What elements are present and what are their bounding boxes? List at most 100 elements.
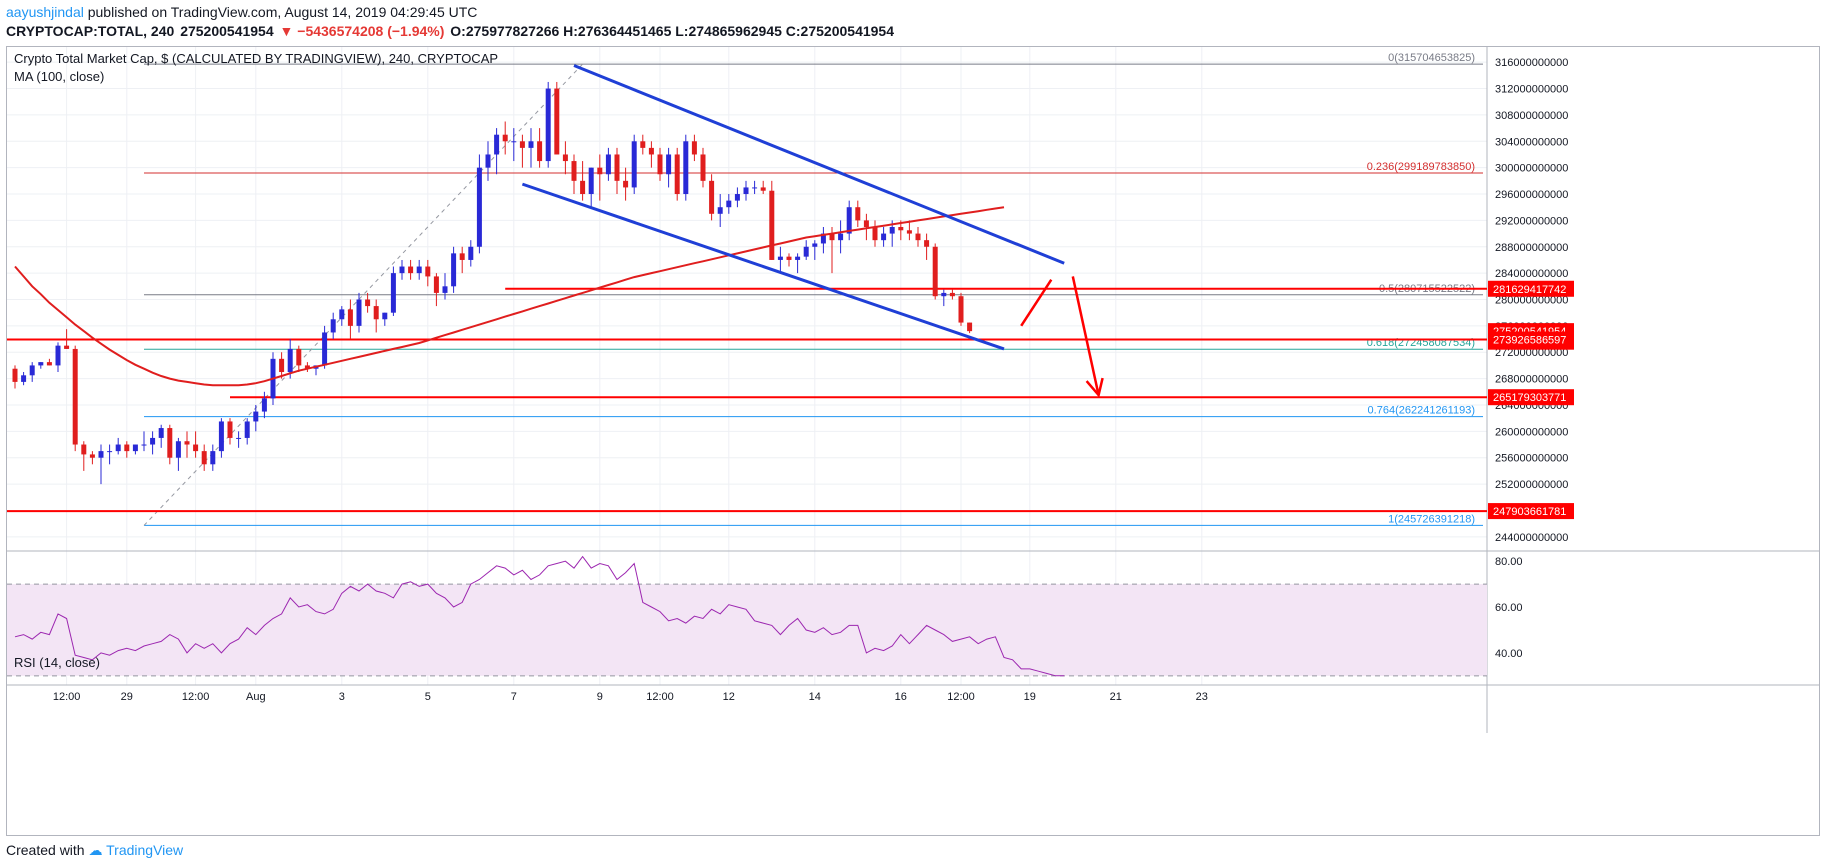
candle-body — [218, 421, 224, 452]
time-tick-label: 3 — [339, 691, 345, 703]
candle-body — [597, 167, 603, 175]
candle-body — [442, 286, 448, 293]
candle-body — [571, 161, 577, 181]
candle-body — [261, 398, 267, 412]
candle-body — [863, 220, 869, 227]
candle-body — [485, 154, 491, 168]
price-tick-label: 284000000000 — [1495, 268, 1568, 280]
candle-body — [760, 187, 766, 191]
candle-body — [494, 134, 500, 155]
time-tick-label: 12:00 — [646, 691, 674, 703]
time-tick-label: Aug — [246, 691, 266, 703]
ma100-line — [14, 206, 1005, 387]
candle-body — [881, 233, 887, 241]
candle-body — [72, 348, 78, 445]
candle-body — [167, 428, 173, 458]
rsi-legend: RSI (14, close) — [14, 655, 100, 670]
ma-legend: MA (100, close) — [14, 69, 105, 84]
candle-body — [958, 296, 964, 323]
rsi-tick-label: 60.00 — [1495, 602, 1523, 614]
chart-container[interactable]: 0(315704653825) 0.236(299189783850) 0.5(28… — [6, 46, 1820, 836]
candle-body — [752, 187, 758, 189]
time-tick-label: 29 — [121, 691, 133, 703]
candle-body — [502, 134, 508, 142]
author-link[interactable]: aayushjindal — [6, 4, 84, 20]
candle-body — [786, 256, 792, 260]
price-tick-label: 316000000000 — [1495, 57, 1568, 69]
candle-body — [519, 141, 525, 148]
price-tick-label: 300000000000 — [1495, 163, 1568, 175]
candle-body — [666, 154, 672, 175]
candle-body — [949, 292, 955, 297]
candle-body — [459, 253, 465, 260]
footer: Created with ☁ TradingView — [6, 842, 183, 859]
time-tick-label: 14 — [809, 691, 821, 703]
candle-body — [795, 256, 801, 260]
candle-body — [580, 180, 586, 195]
price-tick-label: 280000000000 — [1495, 295, 1568, 307]
candle-body — [425, 266, 431, 277]
tradingview-logo-icon: ☁ — [88, 842, 103, 858]
candle-body — [717, 207, 723, 214]
candle-body — [115, 444, 121, 452]
candle-body — [55, 345, 61, 366]
publish-info: aayushjindal published on TradingView.co… — [6, 3, 477, 21]
projection-arrow-up — [1020, 279, 1053, 327]
candle-body — [21, 375, 27, 382]
candle-body — [846, 207, 852, 234]
candle-body — [124, 444, 130, 452]
candle-body — [339, 309, 345, 320]
candle-body — [201, 451, 207, 465]
candle-body — [743, 187, 749, 195]
tradingview-brand[interactable]: TradingView — [106, 842, 184, 858]
candle-body — [562, 154, 568, 162]
candle-body — [433, 276, 439, 293]
candle-body — [605, 154, 611, 175]
price-tick-label: 308000000000 — [1495, 110, 1568, 122]
candle-body — [769, 190, 775, 260]
candle-body — [382, 312, 388, 320]
candle-body — [889, 226, 895, 234]
price-tag — [1488, 389, 1574, 406]
candle-body — [175, 441, 181, 458]
candle-body — [803, 246, 809, 257]
candle-body — [812, 243, 818, 247]
channel-upper-line — [573, 64, 1065, 265]
candle-body — [855, 207, 861, 221]
fib-level-label: 0(315704653825) — [1388, 52, 1475, 64]
candle-body — [545, 88, 551, 162]
created-with-label: Created with — [6, 842, 85, 858]
candle-body — [657, 154, 663, 175]
projection-arrowhead — [1085, 377, 1104, 398]
candle-body — [631, 141, 637, 188]
price-tick-label: 260000000000 — [1495, 426, 1568, 438]
candle-body — [399, 266, 405, 274]
rsi-tick-label: 40.00 — [1495, 648, 1523, 660]
last-price: 275200541954 — [180, 23, 274, 39]
candle-body — [322, 332, 328, 366]
candle-body — [390, 273, 396, 313]
candle-body — [46, 362, 52, 366]
price-tick-label: 312000000000 — [1495, 84, 1568, 96]
price-tag-label: 273926586597 — [1493, 335, 1566, 347]
candle-body — [38, 362, 44, 366]
price-tag — [1488, 280, 1574, 297]
candle-body — [906, 230, 912, 234]
candle-body — [691, 141, 697, 155]
candle-body — [287, 348, 293, 373]
price-tag-label: 281629417742 — [1493, 284, 1566, 296]
candle-body — [158, 428, 164, 438]
channel-lower-line — [521, 182, 1005, 351]
candle-body — [236, 437, 242, 439]
candle-body — [356, 299, 362, 326]
candle-body — [623, 180, 629, 188]
time-tick-label: 16 — [895, 691, 907, 703]
chart-title: Crypto Total Market Cap, $ (CALCULATED B… — [14, 51, 499, 66]
symbol-label: CRYPTOCAP:TOTAL, 240 — [6, 23, 175, 39]
time-tick-label: 21 — [1110, 691, 1122, 703]
candle-body — [588, 167, 594, 195]
candle-body — [98, 451, 104, 458]
candle-body — [511, 141, 517, 143]
candle-body — [29, 365, 35, 376]
price-chart[interactable]: 0(315704653825)0.236(299189783850)0.5(28… — [7, 47, 1819, 835]
